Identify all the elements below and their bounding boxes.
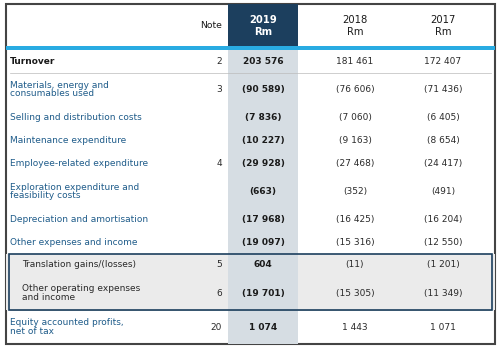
Text: (491): (491) <box>431 187 455 196</box>
Text: 1 071: 1 071 <box>430 323 456 332</box>
Text: (6 405): (6 405) <box>427 113 459 122</box>
Text: (11 349): (11 349) <box>424 288 462 298</box>
Text: 20: 20 <box>210 323 222 332</box>
Text: (11): (11) <box>346 260 364 269</box>
Text: 1 443: 1 443 <box>342 323 368 332</box>
Text: Other operating expenses: Other operating expenses <box>22 284 140 293</box>
Bar <box>6 46 495 50</box>
Bar <box>298 254 495 310</box>
Text: consumables used: consumables used <box>10 89 94 98</box>
Text: feasibility costs: feasibility costs <box>10 191 81 200</box>
Text: Depreciation and amortisation: Depreciation and amortisation <box>10 215 148 224</box>
Text: Note: Note <box>200 21 222 30</box>
Text: 4: 4 <box>216 159 222 168</box>
Text: (15 316): (15 316) <box>336 238 374 247</box>
Text: Selling and distribution costs: Selling and distribution costs <box>10 113 142 122</box>
Text: Turnover: Turnover <box>10 57 56 66</box>
Text: 5: 5 <box>216 260 222 269</box>
Text: (10 227): (10 227) <box>241 136 284 145</box>
Text: 181 461: 181 461 <box>336 57 374 66</box>
Text: 2019: 2019 <box>249 15 277 25</box>
Text: (24 417): (24 417) <box>424 159 462 168</box>
Text: net of tax: net of tax <box>10 327 54 336</box>
Text: 1 074: 1 074 <box>249 323 277 332</box>
Text: Translation gains/(losses): Translation gains/(losses) <box>22 260 136 269</box>
Text: (663): (663) <box>249 187 277 196</box>
Text: (15 305): (15 305) <box>336 288 374 298</box>
Text: (16 204): (16 204) <box>424 215 462 224</box>
Text: Rm: Rm <box>347 27 363 37</box>
Text: (9 163): (9 163) <box>339 136 371 145</box>
Text: (12 550): (12 550) <box>424 238 462 247</box>
Text: (90 589): (90 589) <box>241 85 285 94</box>
Text: (17 968): (17 968) <box>241 215 285 224</box>
Text: (19 701): (19 701) <box>241 288 285 298</box>
Text: 3: 3 <box>216 85 222 94</box>
Text: 172 407: 172 407 <box>424 57 461 66</box>
Text: (16 425): (16 425) <box>336 215 374 224</box>
Text: Materials, energy and: Materials, energy and <box>10 81 109 90</box>
Text: Other expenses and income: Other expenses and income <box>10 238 137 247</box>
Text: 604: 604 <box>254 260 273 269</box>
Text: (8 654): (8 654) <box>427 136 459 145</box>
Text: 203 576: 203 576 <box>242 57 283 66</box>
Bar <box>9 254 492 310</box>
Text: 2018: 2018 <box>342 15 368 25</box>
Text: Rm: Rm <box>435 27 451 37</box>
Text: Rm: Rm <box>254 27 272 37</box>
Text: 2017: 2017 <box>430 15 456 25</box>
Text: 6: 6 <box>216 288 222 298</box>
Text: (27 468): (27 468) <box>336 159 374 168</box>
Text: (71 436): (71 436) <box>424 85 462 94</box>
Text: Maintenance expenditure: Maintenance expenditure <box>10 136 126 145</box>
Text: (1 201): (1 201) <box>427 260 459 269</box>
Text: (29 928): (29 928) <box>241 159 285 168</box>
Text: (352): (352) <box>343 187 367 196</box>
Text: (76 606): (76 606) <box>336 85 374 94</box>
Text: (7 836): (7 836) <box>245 113 281 122</box>
Bar <box>6 254 228 310</box>
Text: Equity accounted profits,: Equity accounted profits, <box>10 318 124 327</box>
Text: (7 060): (7 060) <box>339 113 371 122</box>
Text: Employee-related expenditure: Employee-related expenditure <box>10 159 148 168</box>
Bar <box>228 4 298 46</box>
Text: and income: and income <box>22 293 75 302</box>
Text: (19 097): (19 097) <box>241 238 285 247</box>
Bar <box>228 4 298 344</box>
Text: Exploration expenditure and: Exploration expenditure and <box>10 183 139 191</box>
Text: 2: 2 <box>216 57 222 66</box>
